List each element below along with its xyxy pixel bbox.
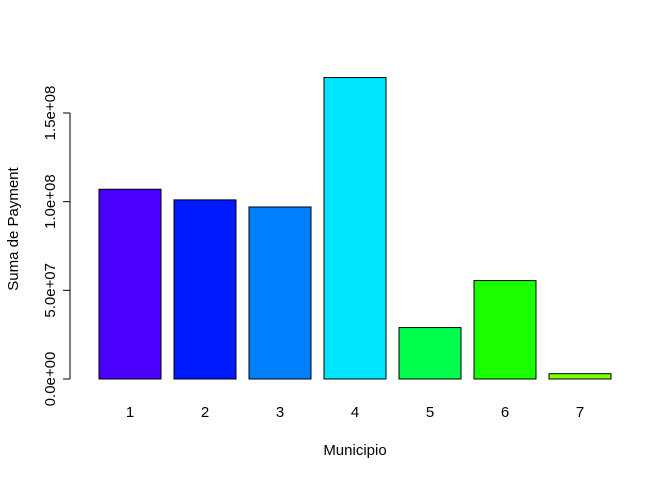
y-tick-label: 0.0e+00 bbox=[42, 352, 59, 407]
y-tick-label: 1.0e+08 bbox=[42, 174, 59, 229]
y-tick-label: 5.0e+07 bbox=[42, 263, 59, 318]
bar-1 bbox=[98, 188, 162, 380]
x-axis-ticks: 1 2 3 4 5 6 7 bbox=[126, 404, 584, 421]
x-tick-label: 3 bbox=[276, 404, 284, 421]
x-tick-label: 4 bbox=[351, 404, 359, 421]
bar-7 bbox=[548, 373, 612, 380]
x-axis-label: Municipio bbox=[323, 442, 386, 459]
bar-6 bbox=[473, 280, 537, 380]
x-tick-label: 1 bbox=[126, 404, 134, 421]
bar-4 bbox=[323, 77, 387, 380]
y-axis: 0.0e+00 5.0e+07 1.0e+08 1.5e+08 bbox=[42, 86, 71, 407]
bar-2 bbox=[173, 199, 237, 380]
y-axis-label: Suma de Payment bbox=[5, 166, 22, 290]
x-tick-label: 6 bbox=[501, 404, 509, 421]
y-tick-label: 1.5e+08 bbox=[42, 86, 59, 141]
bar-5 bbox=[398, 327, 462, 380]
x-tick-label: 2 bbox=[201, 404, 209, 421]
bars-group bbox=[98, 77, 612, 380]
x-tick-label: 5 bbox=[426, 404, 434, 421]
x-tick-label: 7 bbox=[576, 404, 584, 421]
bar-3 bbox=[248, 206, 312, 380]
